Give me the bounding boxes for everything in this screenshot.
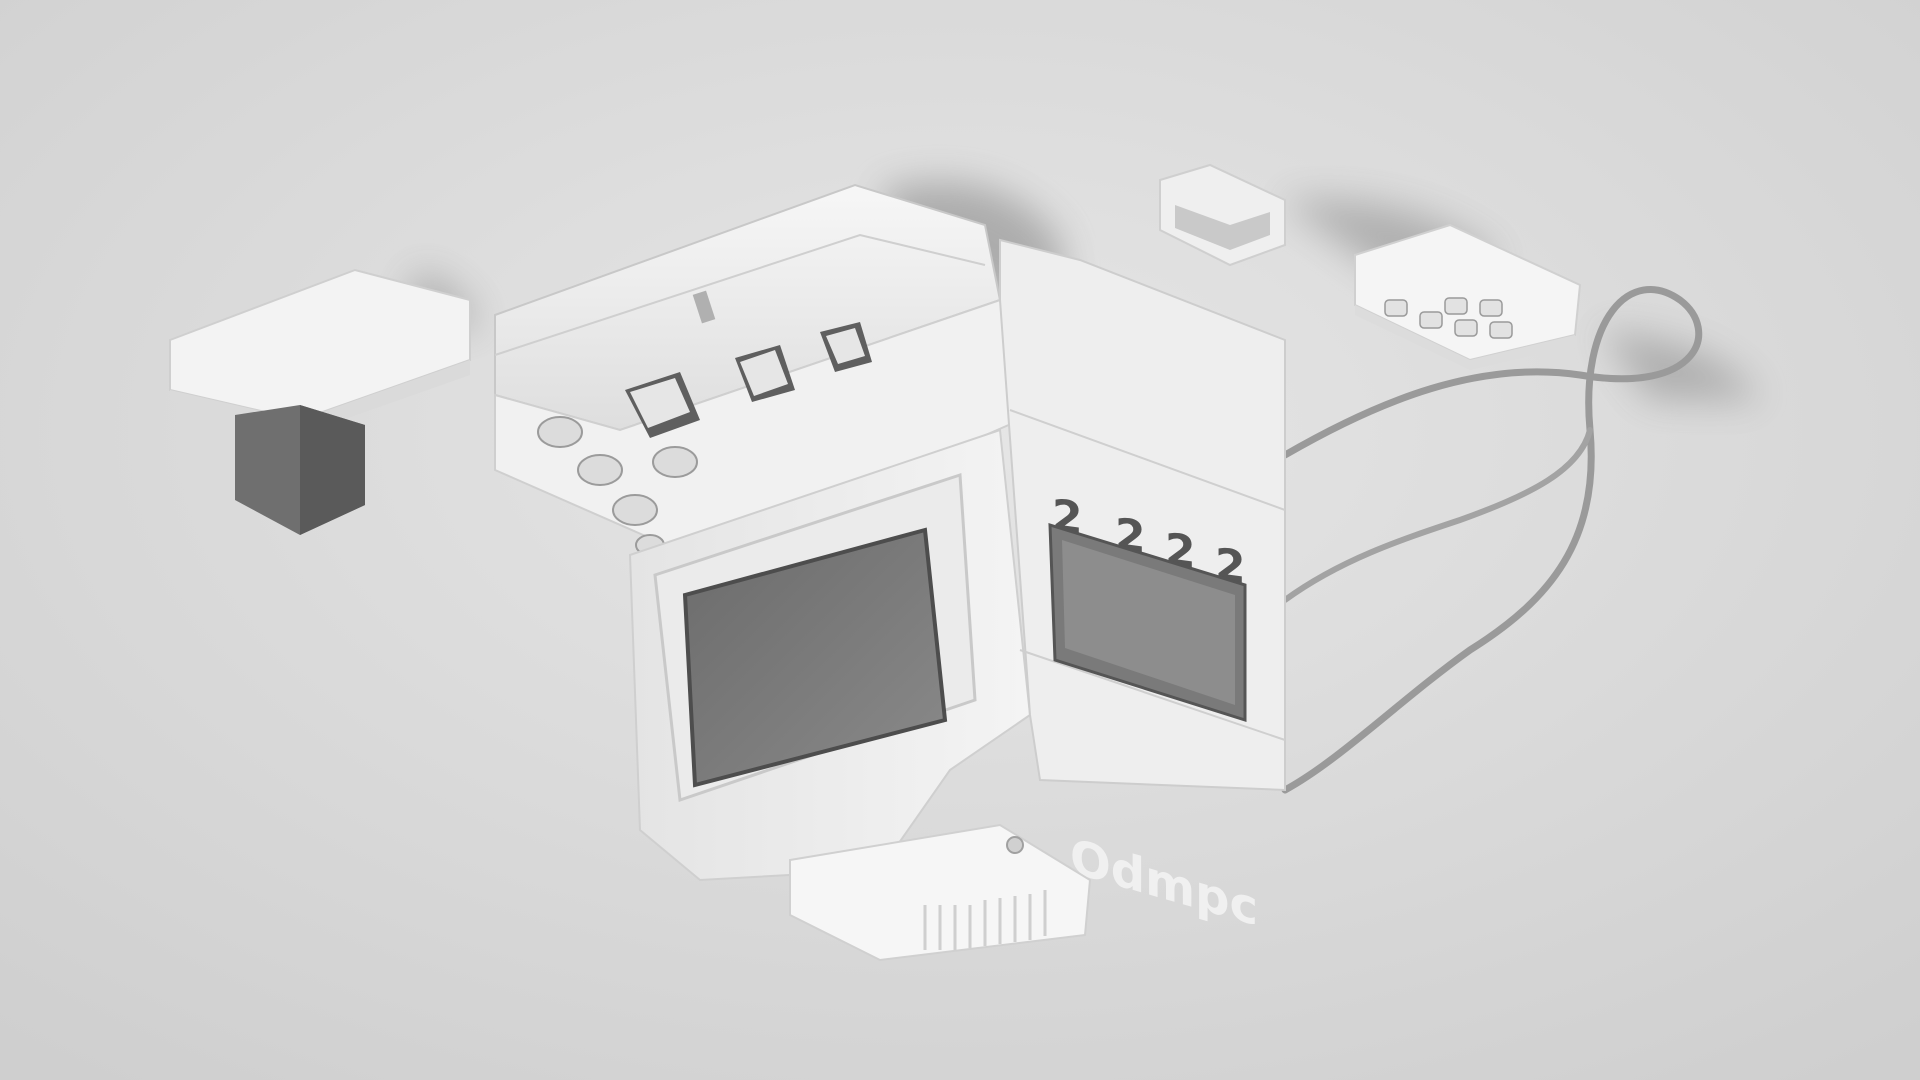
base-screw bbox=[1007, 837, 1023, 853]
